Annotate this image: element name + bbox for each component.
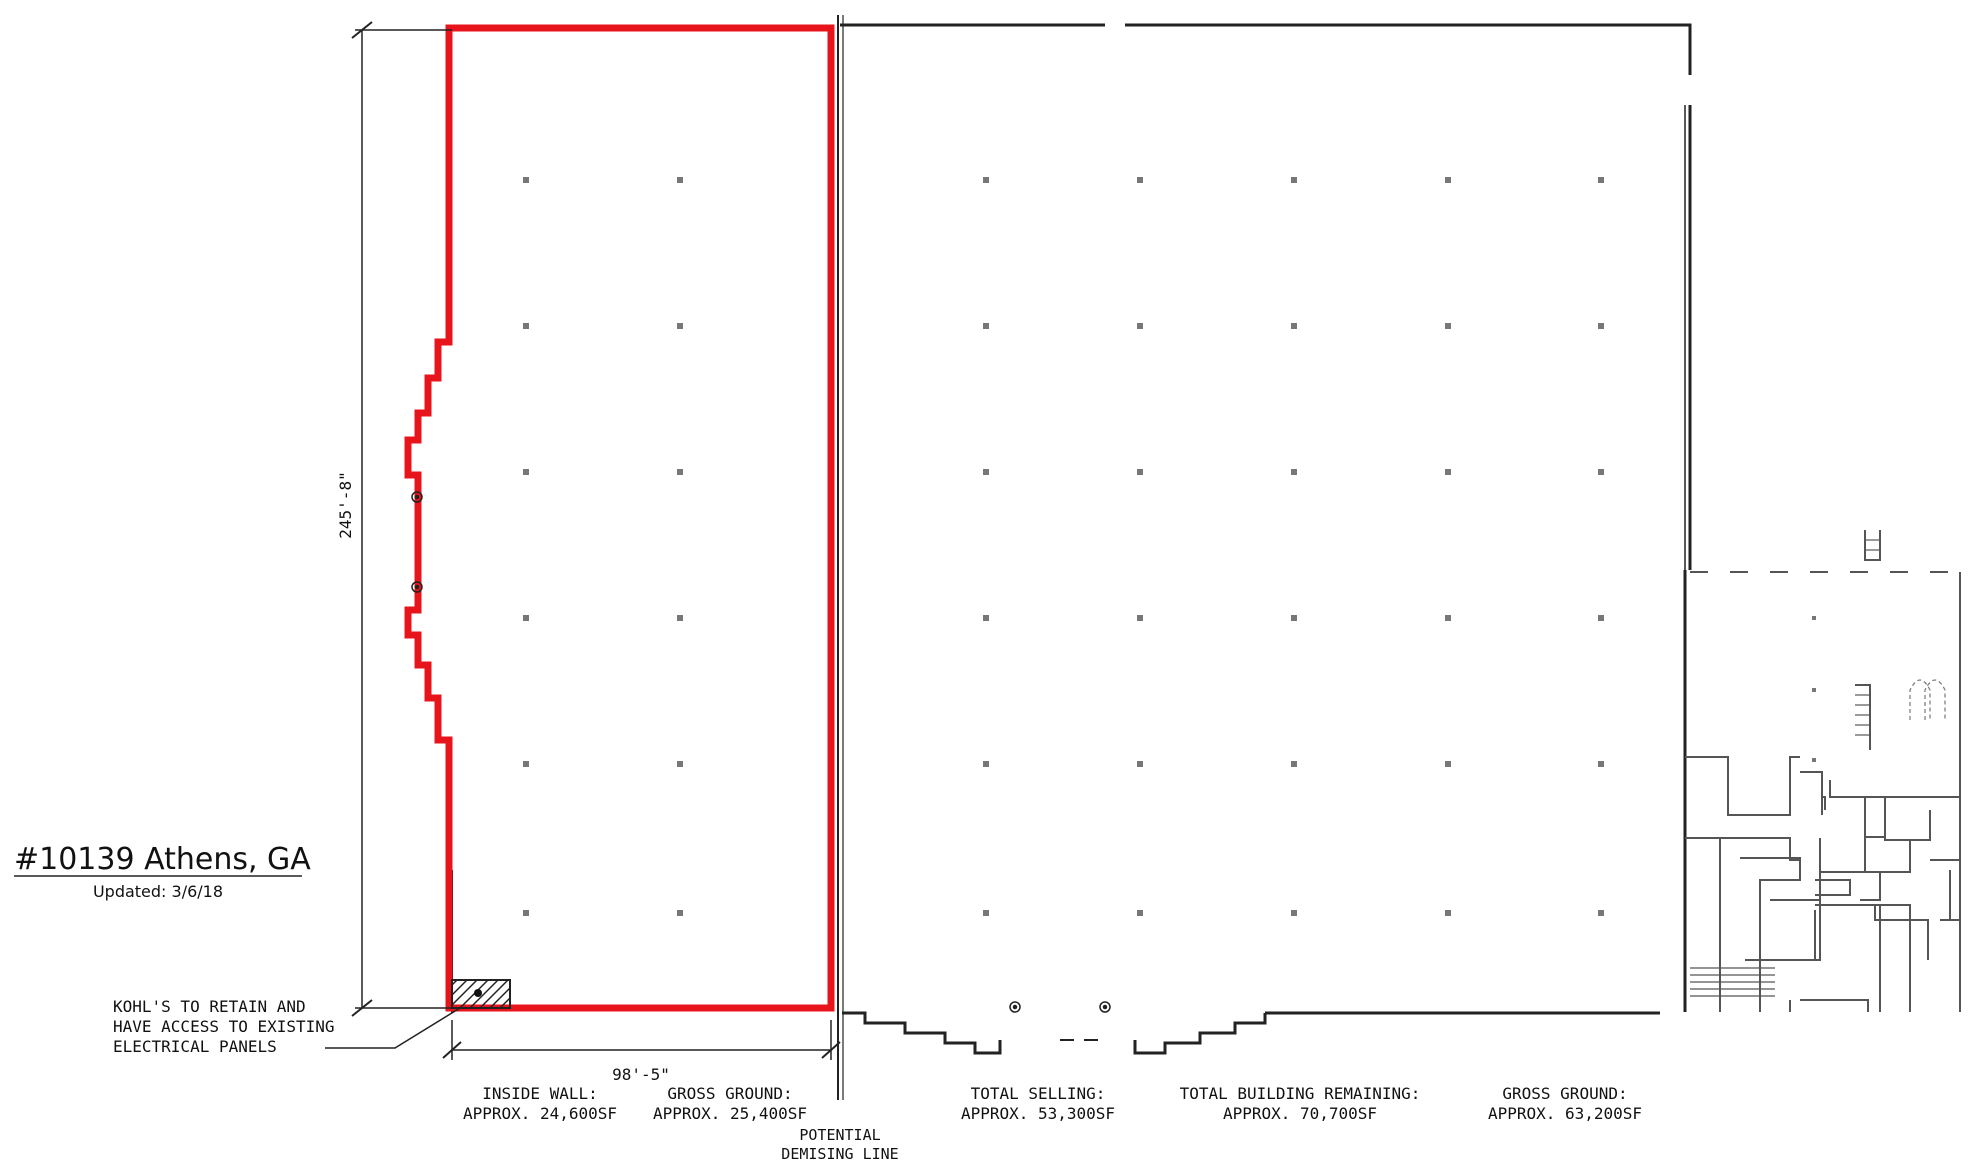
column-marker: [1598, 177, 1604, 183]
total-building-remaining-value: APPROX. 70,700SF: [1223, 1104, 1377, 1123]
page-title: #10139 Athens, GA: [14, 842, 311, 877]
gross-ground-left-value: APPROX. 25,400SF: [653, 1104, 807, 1123]
column-marker: [677, 615, 683, 621]
electrical-panel: [451, 979, 511, 1009]
gross-ground-right-value: APPROX. 63,200SF: [1488, 1104, 1642, 1123]
column-marker: [523, 469, 529, 475]
total-selling-label: TOTAL SELLING:: [971, 1084, 1106, 1103]
column-marker: [1445, 469, 1451, 475]
width-dimension-label: 98'-5": [612, 1065, 670, 1084]
column-marker: [1291, 323, 1297, 329]
updated-date: Updated: 3/6/18: [93, 882, 223, 901]
height-dimension: [351, 21, 452, 1017]
inside-wall-value: APPROX. 24,600SF: [463, 1104, 617, 1123]
column-marker: [983, 615, 989, 621]
column-marker: [983, 761, 989, 767]
column-marker: [1598, 323, 1604, 329]
note-line-2: HAVE ACCESS TO EXISTING: [113, 1017, 335, 1036]
column-marker: [983, 177, 989, 183]
column-marker: [1137, 910, 1143, 916]
column-marker: [1445, 615, 1451, 621]
column-marker: [1598, 761, 1604, 767]
demising-label-line-2: DEMISING LINE: [781, 1145, 898, 1163]
annex-fixtures: [1909, 679, 1946, 720]
column-marker: [523, 910, 529, 916]
note-leader-line: [325, 1007, 461, 1049]
gross-ground-right-label: GROSS GROUND:: [1502, 1084, 1627, 1103]
column-marker: [983, 469, 989, 475]
demising-label-line-1: POTENTIAL: [799, 1126, 880, 1144]
column-marker: [1812, 688, 1816, 692]
column-marker: [1291, 177, 1297, 183]
column-marker: [677, 177, 683, 183]
building-walls: [451, 15, 1692, 1100]
column-marker: [1598, 910, 1604, 916]
column-marker: [1598, 615, 1604, 621]
column-marker: [1445, 761, 1451, 767]
roof-drain-markers: [411, 491, 1111, 1013]
width-dimension: [442, 1020, 841, 1060]
column-marker: [1137, 177, 1143, 183]
column-marker: [1137, 761, 1143, 767]
column-grid: [523, 177, 1816, 916]
column-marker: [677, 323, 683, 329]
column-marker: [677, 910, 683, 916]
column-marker: [983, 910, 989, 916]
column-marker: [1291, 910, 1297, 916]
highlighted-space-outline: [404, 24, 835, 1012]
column-marker: [523, 761, 529, 767]
column-marker: [523, 177, 529, 183]
annex-stairs: [1690, 539, 1880, 997]
note-line-3: ELECTRICAL PANELS: [113, 1037, 277, 1056]
inside-wall-label: INSIDE WALL:: [482, 1084, 598, 1103]
column-marker: [1445, 323, 1451, 329]
column-marker: [1291, 615, 1297, 621]
height-dimension-label: 245'-8": [336, 471, 355, 538]
column-marker: [523, 615, 529, 621]
note-line-1: KOHL'S TO RETAIN AND: [113, 997, 306, 1016]
column-marker: [1445, 177, 1451, 183]
column-marker: [523, 323, 529, 329]
column-marker: [1445, 910, 1451, 916]
column-marker: [1598, 469, 1604, 475]
column-marker: [1812, 758, 1816, 762]
column-marker: [1291, 761, 1297, 767]
column-marker: [983, 323, 989, 329]
column-marker: [1291, 469, 1297, 475]
column-marker: [1137, 615, 1143, 621]
gross-ground-left-label: GROSS GROUND:: [667, 1084, 792, 1103]
column-marker: [1812, 616, 1816, 620]
column-marker: [1137, 323, 1143, 329]
column-marker: [677, 761, 683, 767]
column-marker: [1137, 469, 1143, 475]
total-building-remaining-label: TOTAL BUILDING REMAINING:: [1180, 1084, 1421, 1103]
annex-rooms: [1685, 530, 1961, 1012]
total-selling-value: APPROX. 53,300SF: [961, 1104, 1115, 1123]
column-marker: [677, 469, 683, 475]
